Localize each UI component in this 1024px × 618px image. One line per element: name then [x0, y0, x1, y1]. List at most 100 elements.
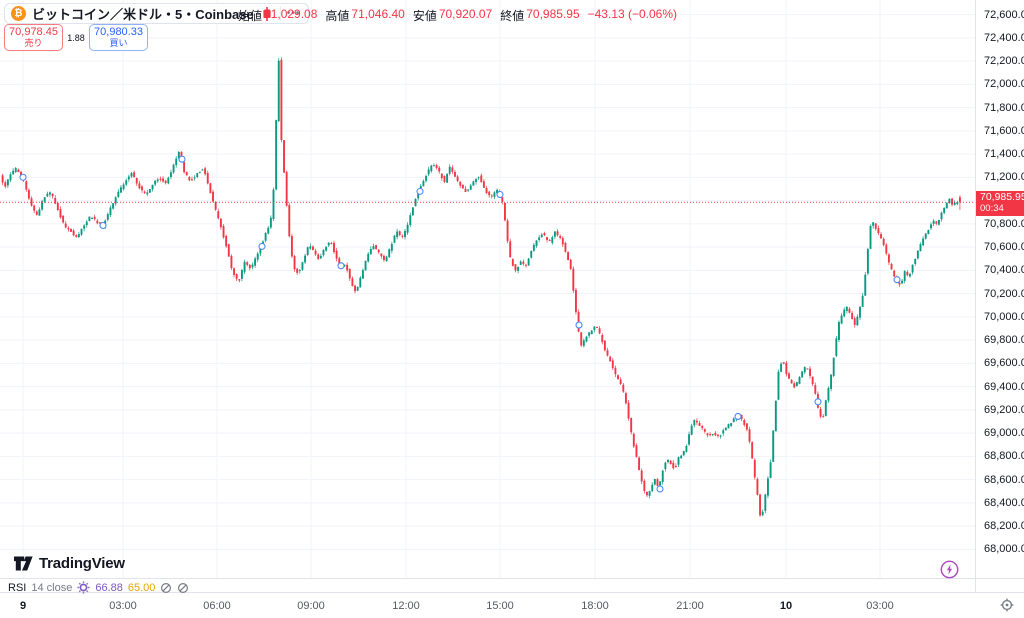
candle-body — [527, 258, 530, 266]
candle-body — [869, 225, 872, 249]
candle-body — [67, 227, 70, 230]
candle-body — [469, 185, 472, 190]
price-axis[interactable]: 70,985.95 00:34 72,600.00 72,400.00 72,200… — [975, 0, 1024, 592]
candle-body — [864, 274, 867, 296]
time-axis-settings-gear-icon[interactable] — [1000, 598, 1014, 612]
candle-body — [306, 247, 309, 255]
low-value: 70,920.07 — [438, 7, 493, 21]
candle-body — [75, 235, 78, 237]
candle-body — [83, 225, 86, 229]
rsi-name[interactable]: RSI — [8, 581, 27, 594]
candle-body — [325, 246, 328, 251]
candle-body — [127, 176, 130, 180]
candle-body — [196, 173, 199, 178]
candle-body — [759, 494, 762, 516]
candle-body — [761, 511, 764, 516]
candle-body — [46, 193, 49, 197]
price-tick-label: 68,000.00 — [984, 543, 1024, 556]
candle-body — [732, 418, 735, 423]
candle-body — [414, 198, 417, 207]
buy-button[interactable]: 70,980.33 買い — [89, 24, 148, 51]
candle-body — [482, 181, 485, 188]
candle-body — [930, 224, 932, 229]
legend-more-button[interactable]: ••• — [279, 6, 307, 21]
candle-body — [638, 457, 641, 471]
candle-body — [375, 245, 378, 249]
price-path-marker — [258, 242, 266, 250]
lightning-icon[interactable] — [940, 560, 959, 579]
candle-body — [564, 242, 567, 252]
price-tick-label: 70,800.00 — [984, 217, 1024, 230]
candle-body — [951, 198, 953, 205]
candle-body — [719, 435, 722, 437]
candle-body — [887, 254, 890, 263]
candle-body — [62, 215, 65, 223]
hide-indicator-icon[interactable] — [160, 582, 172, 594]
candle-body — [280, 59, 283, 141]
price-tick-label: 71,200.00 — [984, 171, 1024, 184]
sell-label: 売り — [24, 38, 43, 48]
candle-body — [54, 197, 57, 204]
candle-body — [866, 249, 869, 274]
hide-indicator-icon[interactable] — [177, 582, 189, 594]
rsi-indicator-legend[interactable]: RSI 14 close 66.88 65.00 — [8, 581, 189, 594]
price-tick-label: 72,000.00 — [984, 78, 1024, 91]
candle-body — [703, 429, 706, 432]
candle-body — [667, 459, 669, 463]
time-tick-label: 06:00 — [203, 600, 231, 612]
candle-body — [840, 315, 843, 324]
candle-body — [561, 237, 564, 245]
candle-body — [114, 197, 117, 204]
candle-body — [390, 244, 393, 251]
candle-body — [230, 255, 233, 269]
candle-body — [730, 423, 733, 426]
candle-body — [272, 189, 275, 219]
candle-body — [906, 271, 909, 276]
candle-body — [377, 249, 380, 253]
candle-body — [548, 240, 551, 242]
candle-body — [788, 373, 790, 379]
candle-body — [322, 249, 325, 256]
candle-body — [551, 237, 554, 243]
candle-body — [430, 165, 433, 172]
candle-body — [651, 484, 654, 492]
sell-button[interactable]: 70,978.45 売り — [4, 24, 63, 51]
candle-body — [661, 470, 664, 482]
high-value: 71,046.40 — [351, 7, 405, 21]
candle-body — [72, 230, 75, 236]
candle-body — [298, 270, 301, 272]
candle-body — [106, 214, 109, 220]
candle-body — [288, 204, 291, 237]
candle-body — [388, 249, 391, 258]
candle-body — [835, 338, 838, 356]
tradingview-logo[interactable]: TradingView — [14, 555, 125, 572]
rsi-params: 14 close — [31, 581, 73, 594]
candle-body — [937, 219, 940, 225]
candle-body — [333, 242, 335, 253]
candle-body — [206, 173, 209, 184]
candle-body — [117, 191, 120, 197]
time-axis[interactable]: 9 03:00 06:00 09:00 12:00 15:00 18:00 21:00 10 03… — [0, 592, 1024, 618]
symbol-title[interactable]: ビットコイン／米ドル・5・Coinbase — [32, 7, 254, 22]
candle-body — [911, 264, 914, 273]
candle-body — [838, 322, 840, 340]
price-tick-label: 72,200.00 — [984, 55, 1024, 68]
price-path-marker — [19, 173, 27, 181]
candle-body — [517, 266, 520, 271]
candle-body — [422, 180, 425, 187]
pane-divider[interactable] — [0, 578, 1024, 579]
candle-body — [154, 180, 157, 185]
candle-body — [596, 326, 598, 328]
candle-body — [617, 375, 619, 380]
candle-body — [91, 218, 93, 220]
candle-body — [267, 227, 270, 234]
candle-body — [772, 430, 775, 462]
symbol-legend[interactable]: ₿ ビットコイン／米ドル・5・Coinbase ••• — [4, 3, 310, 24]
candle-body — [409, 215, 412, 226]
candlestick-chart[interactable] — [0, 0, 975, 592]
high-label: 高値 — [325, 9, 350, 23]
candle-body — [1, 175, 4, 183]
candle-body — [380, 253, 383, 257]
price-tick-label: 69,600.00 — [984, 357, 1024, 370]
candle-body — [17, 169, 20, 173]
